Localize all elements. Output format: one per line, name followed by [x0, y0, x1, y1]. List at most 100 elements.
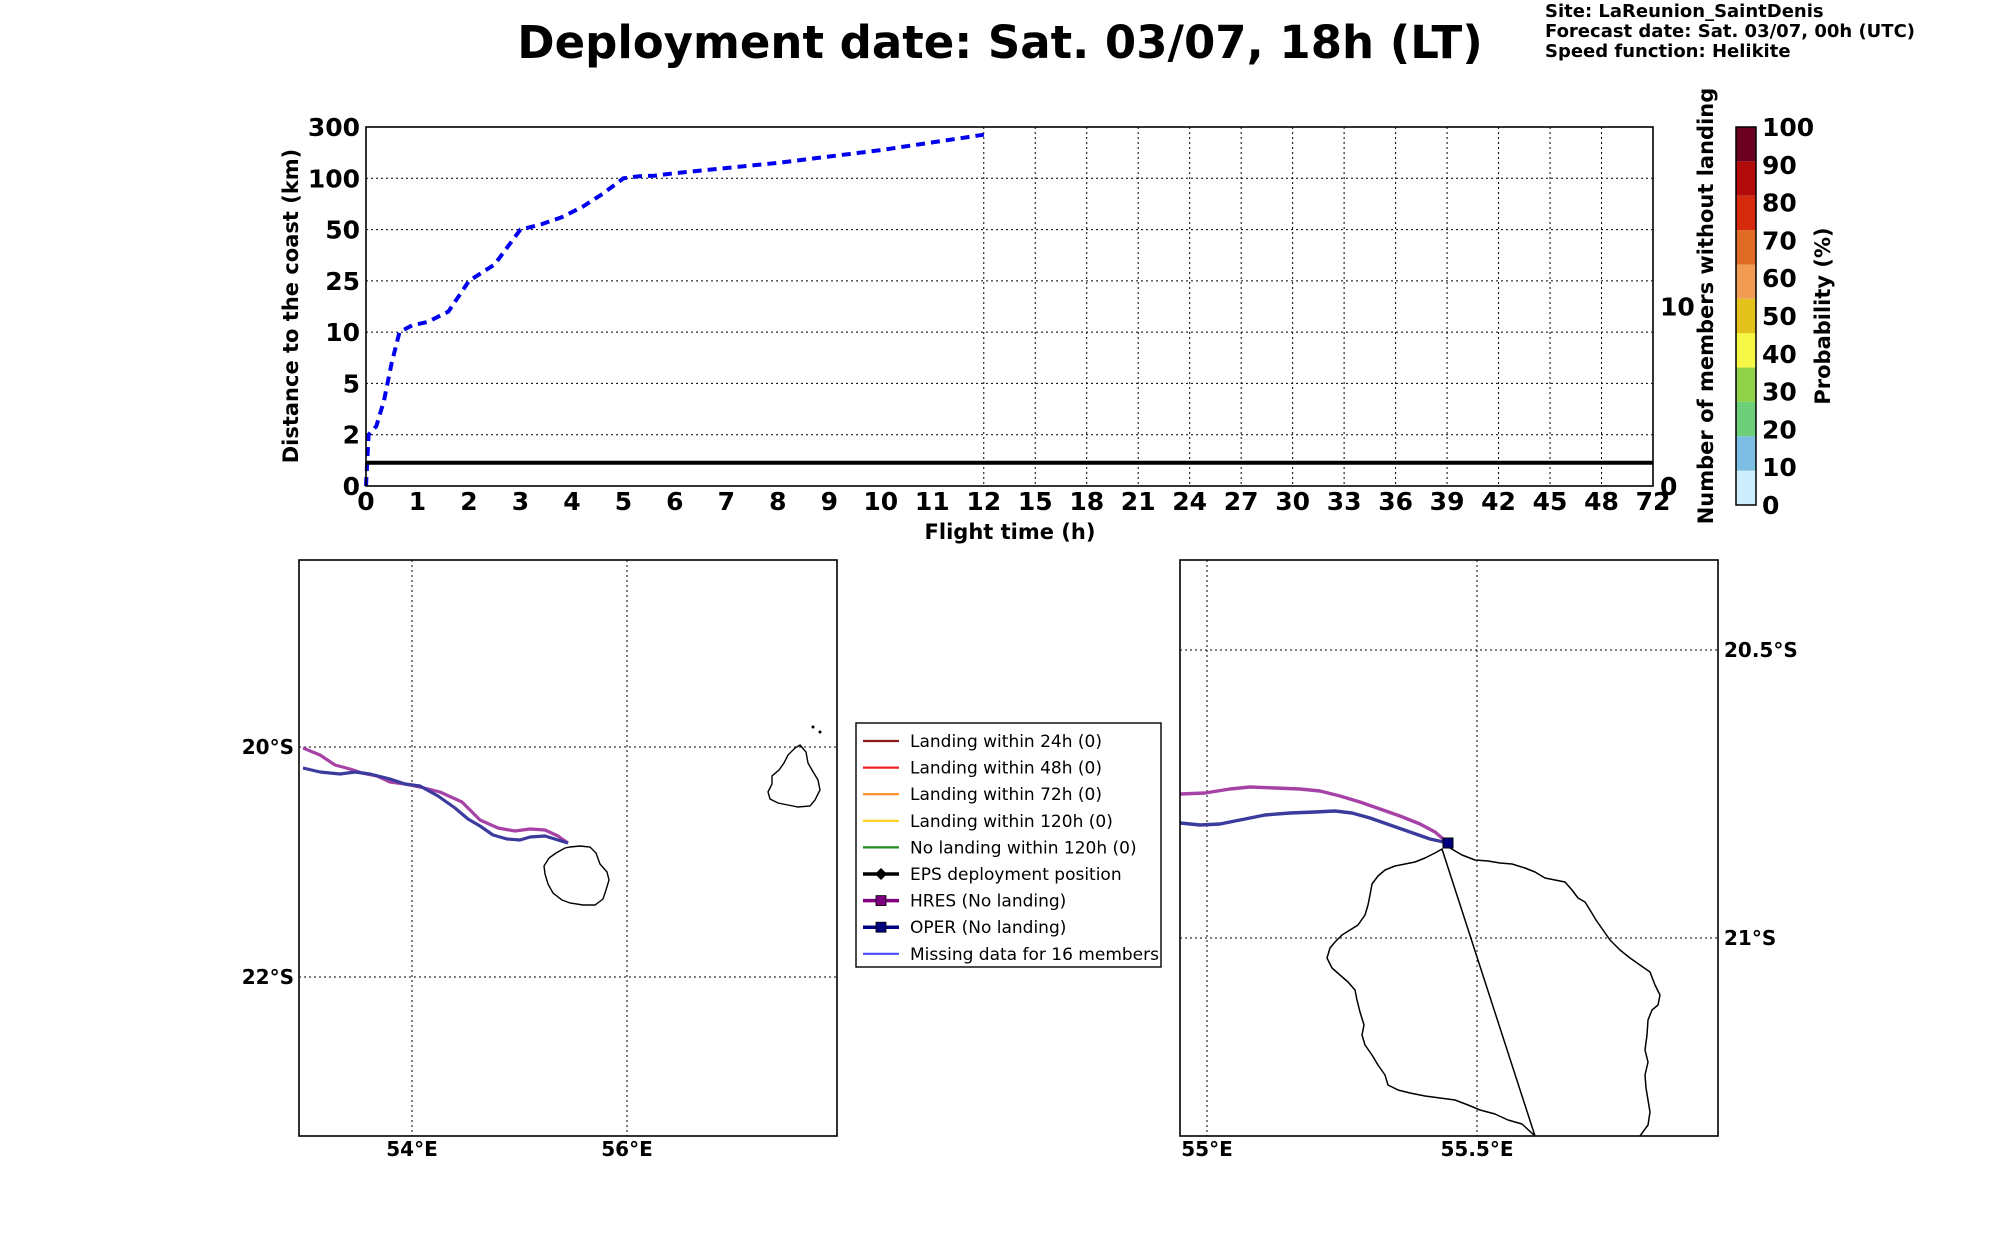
series-layer — [364, 132, 1653, 487]
lat-tick-label: 22°S — [242, 965, 294, 989]
colorbar-swatch — [1736, 367, 1756, 402]
x-tick-label: 6 — [666, 487, 683, 516]
legend-label: Missing data for 16 members — [910, 945, 1159, 965]
legend-item: Landing within 72h (0) — [863, 785, 1102, 805]
x-tick-label: 33 — [1327, 487, 1362, 516]
plot-frame — [365, 126, 1654, 487]
hres-distance-line — [364, 132, 985, 487]
legend-item: Landing within 24h (0) — [863, 732, 1102, 752]
colorbar-swatch — [1736, 298, 1756, 334]
forecast-date-label: Forecast date: Sat. 03/07, 00h (UTC) — [1545, 21, 1916, 42]
lon-tick-label: 54°E — [386, 1137, 438, 1161]
x-tick-label: 18 — [1069, 487, 1104, 516]
plot-area — [366, 127, 1653, 486]
legend-item: Landing within 120h (0) — [863, 812, 1113, 832]
mauritius-coastline — [767, 744, 821, 808]
legend-marker — [875, 895, 887, 906]
x-tick-label: 30 — [1275, 487, 1310, 516]
x-tick-label: 36 — [1378, 487, 1413, 516]
legend-frame — [855, 722, 1162, 968]
map-frame — [1179, 559, 1719, 1137]
map-grid — [299, 560, 837, 1136]
colorbar-frame — [1735, 126, 1757, 506]
colorbar-swatch — [1736, 230, 1756, 265]
colorbar-tick-label: 0 — [1762, 491, 1779, 520]
map-grid — [1180, 560, 1718, 1136]
x-tick-labels: 0 1 2 3 4 5 6 7 8 9 10 11 12 15 18 21 24 27 30 33 36 39 42 45 48… — [357, 487, 1670, 516]
colorbar-swatch — [1736, 401, 1756, 437]
colorbar-tick-label: 50 — [1762, 302, 1797, 331]
legend-label: HRES (No landing) — [910, 892, 1066, 912]
y-tick-label: 100 — [308, 164, 360, 193]
legend-label: Landing within 72h (0) — [910, 785, 1102, 805]
x-tick-label: 8 — [769, 487, 786, 516]
y2-axis-label: Number of members without landing — [1694, 88, 1718, 525]
x-tick-label: 15 — [1018, 487, 1053, 516]
legend-marker — [875, 921, 887, 933]
lon-tick-label: 55.5°E — [1440, 1137, 1513, 1161]
x-tick-label: 48 — [1584, 487, 1619, 516]
regional-map: 54°E 56°E 20°S 22°S — [242, 559, 838, 1161]
colorbar-tick-label: 20 — [1762, 415, 1797, 444]
colorbar-swatches — [1736, 127, 1756, 505]
legend-label: Landing within 24h (0) — [910, 732, 1102, 752]
colorbar-tick-label: 40 — [1762, 340, 1797, 369]
islet-marker — [818, 730, 822, 734]
reunion-coastline — [1326, 847, 1661, 1136]
lat-tick-label: 20.5°S — [1724, 638, 1798, 662]
probability-colorbar: 0 10 20 30 40 50 60 70 80 90 100 Probability (%) — [1735, 113, 1835, 520]
colorbar-swatch — [1736, 470, 1756, 505]
x-tick-label: 5 — [615, 487, 632, 516]
colorbar-swatch — [1736, 127, 1756, 162]
x-tick-label: 24 — [1172, 487, 1207, 516]
x-tick-label: 3 — [512, 487, 529, 516]
colorbar-tick-label: 30 — [1762, 378, 1797, 407]
hres-track — [1180, 785, 1450, 845]
colorbar-swatch — [1736, 264, 1756, 299]
legend-item: No landing within 120h (0) — [863, 838, 1137, 858]
x-tick-label: 10 — [863, 487, 898, 516]
y-axis-label: Distance to the coast (km) — [279, 149, 303, 464]
colorbar-swatch — [1736, 436, 1756, 471]
forecast-info: Site: LaReunion_SaintDenis Forecast date… — [1545, 2, 1915, 62]
x-tick-label: 0 — [357, 487, 374, 516]
x-tick-label: 7 — [718, 487, 735, 516]
x-tick-label: 12 — [966, 487, 1001, 516]
colorbar-swatch — [1736, 195, 1756, 231]
x-tick-label: 11 — [915, 487, 950, 516]
colorbar-swatch — [1736, 333, 1756, 368]
legend: Landing within 24h (0) Landing within 48h… — [855, 722, 1162, 968]
colorbar-tick-label: 70 — [1762, 226, 1797, 255]
hres-track — [302, 746, 569, 845]
x-tick-label: 45 — [1533, 487, 1568, 516]
legend-label: Landing within 120h (0) — [910, 812, 1113, 832]
colorbar-tick-label: 90 — [1762, 151, 1797, 180]
x-tick-label: 39 — [1430, 487, 1465, 516]
legend-label: OPER (No landing) — [910, 918, 1066, 938]
deployment-marker — [1442, 837, 1454, 849]
colorbar-tick-label: 10 — [1762, 453, 1797, 482]
y-tick-label: 50 — [325, 216, 360, 245]
legend-marker — [875, 868, 887, 880]
colorbar-tick-labels: 0 10 20 30 40 50 60 70 80 90 100 — [1762, 113, 1814, 520]
y-tick-label: 300 — [308, 113, 360, 142]
y2-tick-label: 10 — [1660, 293, 1695, 322]
speed-function-label: Speed function: Helikite — [1545, 41, 1791, 62]
legend-item: OPER (No landing) — [863, 918, 1066, 938]
zoomed-map: 55°E 55.5°E 20.5°S 21°S — [1179, 559, 1798, 1161]
colorbar-tick-label: 100 — [1762, 113, 1814, 142]
y-tick-label: 5 — [343, 369, 360, 398]
legend-item: EPS deployment position — [863, 865, 1122, 885]
oper-track — [1180, 809, 1449, 845]
y2-tick-label: 0 — [1660, 472, 1677, 501]
y-tick-label: 2 — [343, 421, 360, 450]
legend-item: HRES (No landing) — [863, 892, 1066, 912]
lat-tick-label: 20°S — [242, 735, 294, 759]
y-tick-label: 0 — [343, 472, 360, 501]
x-tick-label: 27 — [1224, 487, 1259, 516]
reunion-coastline — [543, 845, 610, 906]
y-tick-label: 10 — [325, 318, 360, 347]
map-frame — [298, 559, 838, 1137]
lon-tick-label: 56°E — [601, 1137, 653, 1161]
